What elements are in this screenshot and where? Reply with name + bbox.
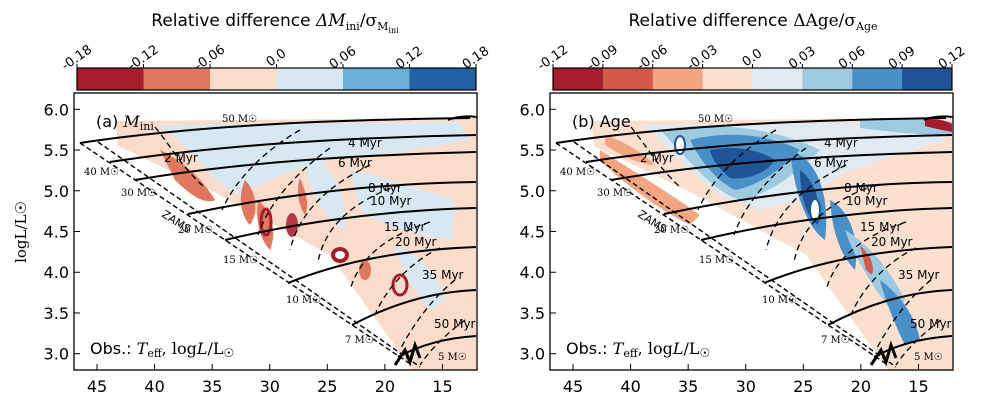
y-tick-label: 3.0 (44, 345, 69, 364)
isochrone-label: 2 Myr (640, 151, 674, 165)
x-tick-label: 20 (851, 377, 871, 396)
colorbar-segment (652, 68, 704, 90)
mass-label: 10 M☉ (286, 295, 321, 306)
isochrone-label: 35 Myr (422, 268, 464, 282)
panel-label-b: (b) Age (572, 112, 631, 131)
isochrone-label: 20 Myr (395, 235, 437, 249)
colorbar-segment (852, 68, 903, 90)
colorbar-segment (276, 68, 344, 90)
mass-label: 30 M☉ (121, 188, 156, 199)
colorbar-segment (802, 68, 853, 90)
y-tick-label: 3.5 (44, 304, 69, 323)
x-tick-label: 45 (563, 377, 583, 396)
y-tick-label: 4.5 (44, 223, 69, 242)
isochrone-label: 8 Myr (844, 181, 878, 195)
isochrone-label: 4 Myr (824, 136, 858, 150)
y-tick-label: 4.0 (44, 263, 69, 282)
x-tick-label: 35 (678, 377, 698, 396)
x-tick-label: 25 (793, 377, 813, 396)
colorbar-tick-label: 0.0 (264, 46, 290, 70)
panel-label-a: (a) Mini (96, 112, 154, 133)
mass-label: 30 M☉ (597, 188, 632, 199)
mass-label: 15 M☉ (699, 255, 734, 266)
isochrone-label: 4 Myr (348, 136, 382, 150)
y-axis-label: logL/L☉ (12, 201, 30, 263)
colorbar-segment (702, 68, 753, 90)
isochrone-label: 2 Myr (164, 151, 198, 165)
y-tick-label: 3.0 (520, 345, 545, 364)
isochrone-label: 35 Myr (898, 268, 940, 282)
mass-labels-a: 50 M☉ 40 M☉30 M☉ 20 M☉ 15 M☉ 10 M☉ 7 M☉ 5 M☉ (84, 114, 467, 363)
colorbar-segment (752, 68, 803, 90)
x-tick-label: 30 (736, 377, 756, 396)
isochrone-label: 15 Myr (384, 220, 426, 234)
y-tick-label: 5.0 (520, 182, 545, 201)
x-tick-label: 40 (144, 377, 164, 396)
mass-label: 40 M☉ (560, 167, 595, 178)
y-tick-label: 4.5 (520, 223, 545, 242)
x-tick-label: 15 (432, 377, 452, 396)
obs-label-b: Obs.: Teff, logL/L☉ (566, 339, 710, 360)
colorbar-segment (343, 68, 410, 90)
mass-label: 50 M☉ (222, 114, 257, 125)
colorbar-segment (77, 68, 144, 90)
x-tick-label: 35 (202, 377, 222, 396)
isochrone-label: 50 Myr (910, 317, 952, 331)
colorbar-title-b: Relative difference ΔAge/σAge (628, 11, 877, 33)
panel-b: Relative difference ΔAge/σAge -0.12 -0.09… (520, 11, 969, 396)
x-tick-label: 20 (375, 377, 395, 396)
y-tick-label: 5.0 (44, 182, 69, 201)
mass-label: 20 M☉ (178, 225, 213, 236)
axis-ticks-b: 45 40 35 30 25 20 15 3.0 3.5 4.0 4.5 5.0 5.5 6.0 (520, 100, 929, 396)
colorbar-b (552, 67, 953, 91)
colorbar-tick-label: 0.0 (740, 46, 766, 70)
isochrone-label: 8 Myr (368, 181, 402, 195)
isochrone-label: 6 Myr (814, 156, 848, 170)
axis-ticks-a: 45 40 35 30 25 20 15 3.0 3.5 4.0 4.5 5.0 5.5 6.0 (44, 100, 453, 396)
colorbar-segment (602, 68, 654, 90)
isochrone-label: 6 Myr (338, 156, 372, 170)
x-tick-label: 45 (87, 377, 107, 396)
y-tick-label: 3.5 (520, 304, 545, 323)
isochrone-label: 15 Myr (860, 220, 902, 234)
isochrone-label: 20 Myr (871, 235, 913, 249)
colorbar-segment (553, 68, 604, 90)
colorbar-title-a: Relative difference ΔMini/σMini (151, 11, 399, 35)
mass-labels-b: 50 M☉ 40 M☉30 M☉ 20 M☉ 15 M☉ 10 M☉ 7 M☉ 5 M☉ (560, 114, 943, 363)
mass-label: 5 M☉ (914, 352, 943, 363)
x-tick-label: 30 (260, 377, 280, 396)
colorbar-segment (210, 68, 277, 90)
mass-label: 7 M☉ (821, 335, 850, 346)
x-tick-label: 25 (317, 377, 337, 396)
mass-label: 7 M☉ (345, 335, 374, 346)
panel-a: Relative difference ΔMini/σMini -0.18 -0.… (44, 11, 493, 396)
colorbar-segment (409, 68, 477, 90)
obs-label-a: Obs.: Teff, logL/L☉ (90, 339, 234, 360)
mass-label: 20 M☉ (654, 225, 689, 236)
isochrone-label: 10 Myr (370, 194, 412, 208)
mass-label: 15 M☉ (223, 255, 258, 266)
colorbar-a (76, 67, 477, 91)
tracks-a (79, 115, 477, 368)
tracks-b (555, 115, 953, 368)
y-tick-label: 4.0 (520, 263, 545, 282)
isochrone-label: 50 Myr (434, 317, 476, 331)
mass-label: 10 M☉ (762, 295, 797, 306)
y-tick-label: 6.0 (44, 100, 69, 119)
y-tick-label: 5.5 (44, 141, 69, 160)
mass-label: 40 M☉ (84, 167, 119, 178)
colorbar-segment (143, 68, 211, 90)
mass-label: 5 M☉ (438, 352, 467, 363)
x-tick-label: 15 (908, 377, 928, 396)
y-tick-label: 5.5 (520, 141, 545, 160)
colorbar-segment (902, 68, 953, 90)
x-tick-label: 40 (620, 377, 640, 396)
mass-label: 50 M☉ (698, 114, 733, 125)
y-tick-label: 6.0 (520, 100, 545, 119)
isochrone-label: 10 Myr (846, 194, 888, 208)
